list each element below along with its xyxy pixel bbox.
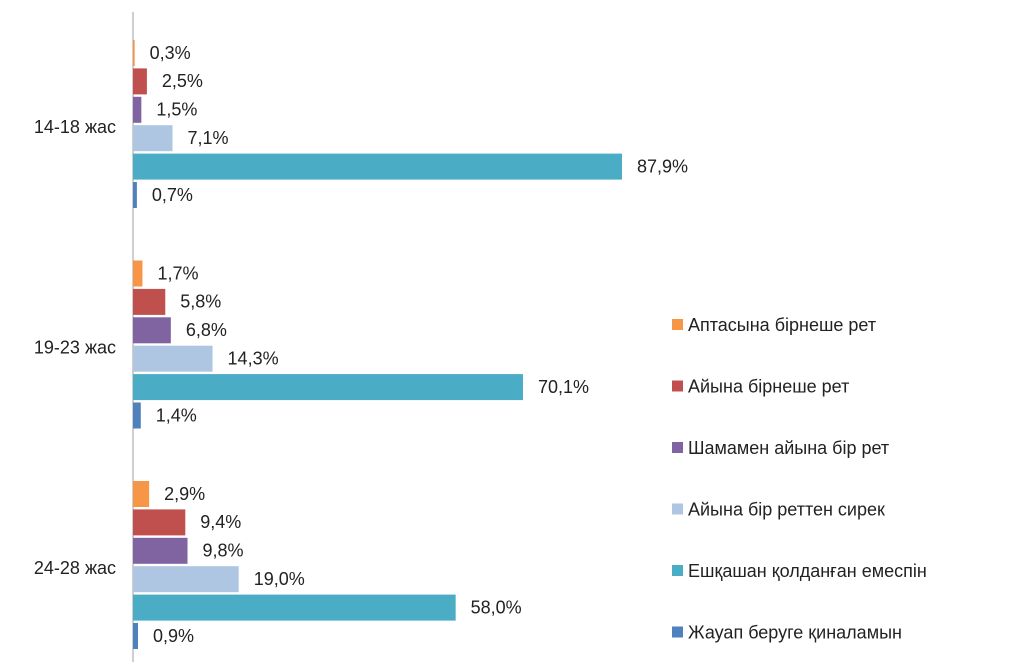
bar [133,317,171,344]
bar [133,374,523,401]
value-label: 58,0% [471,597,522,617]
legend-label: Жауап беруге қиналамын [688,622,902,642]
bar [133,594,456,621]
legend-label: Ешқашан қолданған емеспін [688,561,927,581]
bar [133,566,239,593]
bar [133,40,135,66]
bar [133,481,150,507]
bar [133,288,166,315]
bar [133,537,188,564]
legend-label: Айына бір реттен сирек [688,499,885,519]
value-label: 1,5% [156,100,197,120]
bar [133,260,143,287]
value-label: 2,5% [162,71,203,91]
value-label: 70,1% [538,377,589,397]
bar [133,182,137,208]
legend-swatch [672,319,683,330]
legend-label: Аптасына бірнеше рет [688,315,876,335]
legend-swatch [672,380,683,392]
legend-swatch [672,503,683,515]
bar [133,623,139,649]
value-label: 5,8% [180,292,221,312]
value-label: 1,7% [157,263,198,283]
category-label: 24-28 жас [34,558,116,578]
legend-swatch [672,565,683,576]
bar [133,345,213,372]
value-label: 9,8% [203,541,244,561]
value-label: 2,9% [164,484,205,504]
bar [133,153,622,180]
value-label: 87,9% [637,156,688,176]
legend-swatch [672,442,683,453]
category-label: 19-23 жас [34,337,116,357]
value-label: 9,4% [200,512,241,532]
legend-label: Шамамен айына бір рет [688,438,889,458]
value-label: 0,7% [152,185,193,205]
value-label: 19,0% [254,569,305,589]
value-label: 6,8% [186,320,227,340]
bar [133,125,173,152]
value-label: 7,1% [187,128,228,148]
value-label: 1,4% [156,405,197,425]
bar [133,509,186,536]
legend-swatch [672,626,683,638]
bar [133,96,142,123]
legend-label: Айына бірнеше рет [688,376,849,396]
value-label: 0,9% [153,626,194,646]
bar [133,68,147,95]
value-label: 14,3% [228,348,279,368]
category-label: 14-18 жас [34,117,116,137]
value-label: 0,3% [150,43,191,63]
bar [133,402,141,429]
